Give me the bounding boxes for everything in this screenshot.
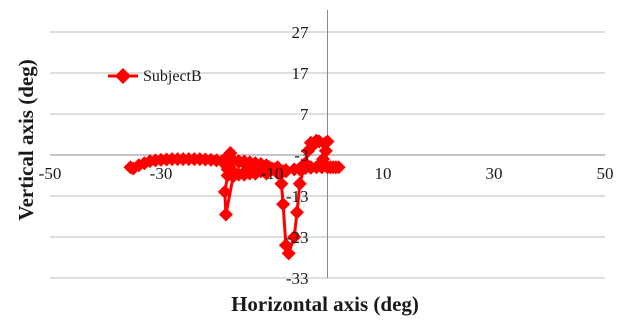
y-axis-title: Vertical axis (deg) (14, 59, 38, 220)
legend: SubjectB (108, 68, 202, 85)
data-point (290, 205, 304, 219)
y-tick-label: -3 (294, 146, 308, 165)
legend-marker (115, 68, 131, 84)
series-subjectb (123, 134, 345, 261)
x-tick-label: 30 (486, 164, 503, 183)
x-tick-label: 10 (375, 164, 392, 183)
y-tick-label: -13 (286, 187, 309, 206)
x-tick-label: -30 (150, 164, 173, 183)
y-tick-label: 17 (292, 64, 310, 83)
x-tick-label: 50 (597, 164, 614, 183)
y-tick-label: 27 (292, 23, 310, 42)
legend-label: SubjectB (143, 68, 202, 85)
y-tick-label: -33 (286, 269, 309, 288)
x-axis-title: Horizontal axis (deg) (231, 292, 419, 316)
data-point (219, 207, 233, 221)
x-tick-label: -10 (261, 164, 284, 183)
x-tick-label: -50 (39, 164, 62, 183)
y-tick-label: 7 (300, 105, 309, 124)
y-tick-label: -23 (286, 228, 309, 247)
